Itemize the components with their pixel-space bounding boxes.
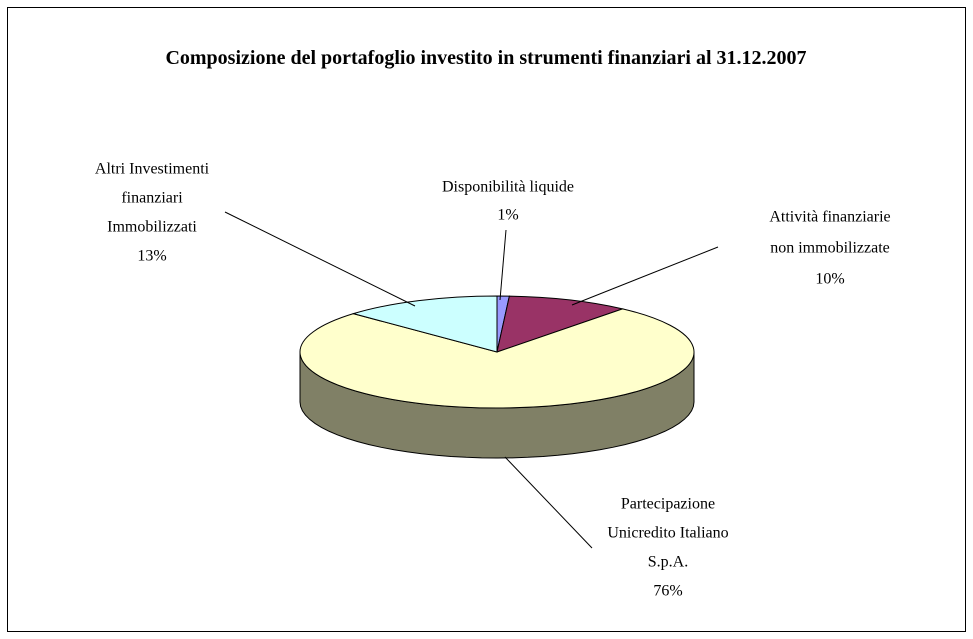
leader-line (504, 456, 593, 549)
pie-slice (299, 308, 695, 409)
slice-label: Disponibilità liquide (442, 179, 574, 196)
chart-title: Composizione del portafoglio investito i… (165, 47, 807, 69)
slice-label: Immobilizzati (107, 219, 197, 236)
leader-line (571, 246, 719, 306)
slice-label: S.p.A. (648, 554, 688, 571)
pie-slice (351, 295, 498, 353)
value-label: 13% (137, 248, 166, 265)
pie-slice (496, 295, 625, 353)
slice-label: Attività finanziarie (769, 209, 890, 226)
slice-label: Partecipazione (621, 496, 715, 513)
leader-line (224, 211, 416, 307)
slice-label: Altri Investimenti (95, 161, 210, 178)
value-label: 1% (497, 207, 518, 224)
slice-label: Unicredito Italiano (607, 525, 728, 542)
value-label: 10% (815, 271, 844, 288)
leader-line (499, 229, 507, 301)
slice-label: non immobilizzate (770, 240, 890, 257)
slice-label: finanziari (121, 190, 183, 207)
value-label: 76% (653, 583, 682, 600)
